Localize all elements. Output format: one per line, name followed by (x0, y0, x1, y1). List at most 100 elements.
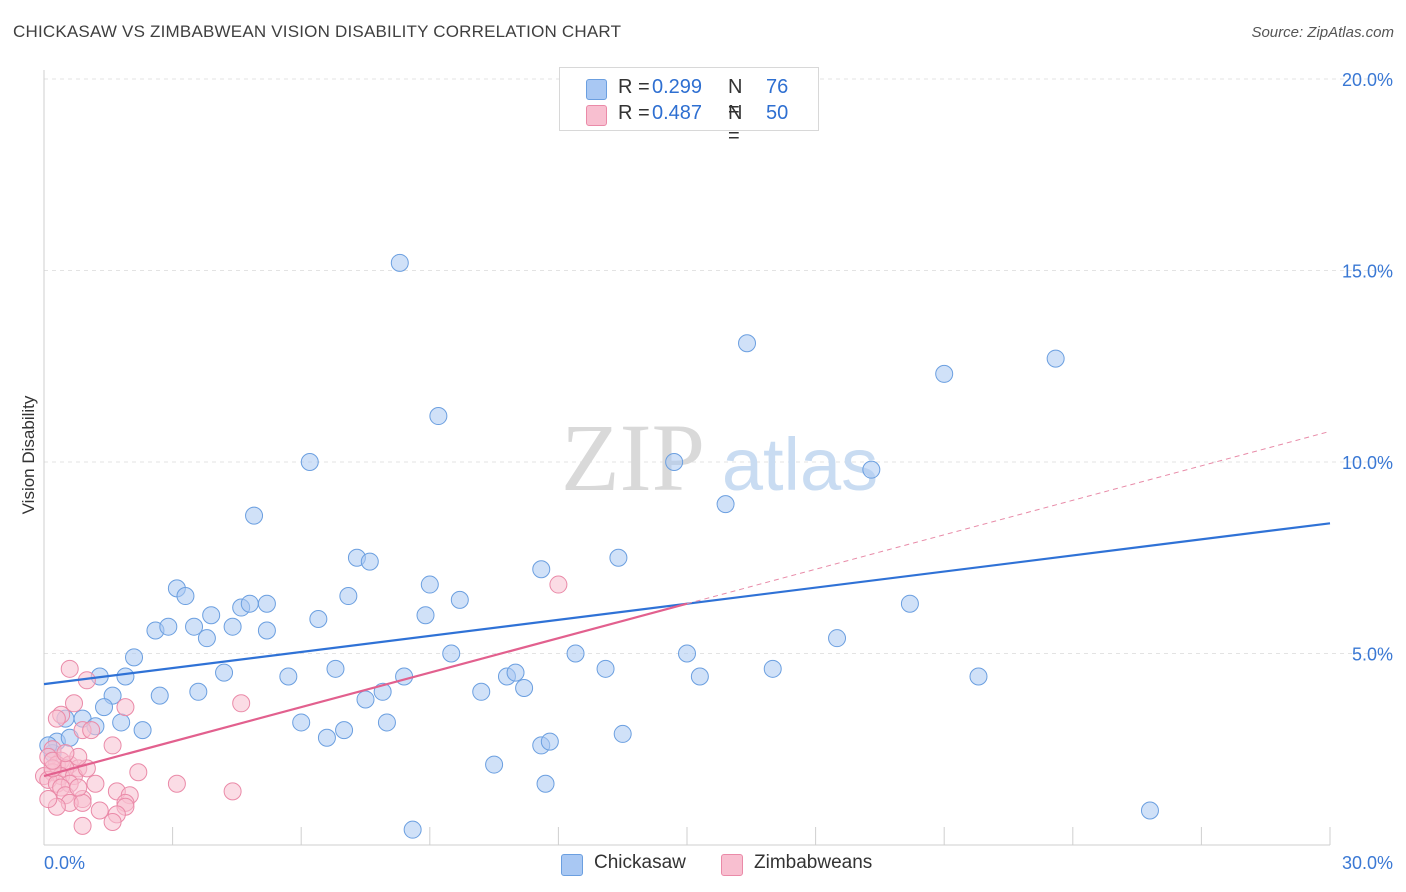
data-point-zimbabweans (65, 694, 84, 713)
data-point-chickasaw (223, 617, 242, 636)
data-point-chickasaw (1046, 349, 1065, 368)
trend-extension-zimbabweans (686, 430, 1331, 605)
legend-swatch-chickasaw (586, 79, 607, 100)
data-point-chickasaw (566, 644, 585, 663)
data-point-zimbabweans (103, 813, 122, 832)
watermark-zip: ZIP (561, 404, 705, 511)
trend-lines (43, 430, 1331, 778)
data-point-zimbabweans (39, 790, 58, 809)
data-point-chickasaw (257, 594, 276, 613)
data-point-zimbabweans (73, 793, 92, 812)
data-point-chickasaw (429, 407, 448, 426)
data-point-chickasaw (202, 606, 221, 625)
data-point-chickasaw (472, 682, 491, 701)
data-point-chickasaw (485, 755, 504, 774)
data-point-chickasaw (189, 682, 208, 701)
legend-swatch-zimbabweans (586, 105, 607, 126)
data-point-chickasaw (215, 663, 234, 682)
legend-n-value: 50 (766, 102, 789, 124)
legend-n-label: N = (728, 102, 743, 147)
data-point-chickasaw (763, 659, 782, 678)
data-point-chickasaw (969, 667, 988, 686)
data-point-chickasaw (125, 648, 144, 667)
watermark: ZIP atlas (561, 404, 878, 511)
data-point-chickasaw (738, 334, 757, 353)
data-point-chickasaw (403, 820, 422, 839)
watermark-atlas: atlas (722, 423, 878, 506)
data-point-zimbabweans (116, 698, 135, 717)
data-point-chickasaw (532, 560, 551, 579)
data-point-zimbabweans (86, 774, 105, 793)
data-point-chickasaw (309, 610, 328, 629)
y-tick-label: 20.0% (1342, 70, 1393, 90)
data-point-chickasaw (176, 587, 195, 606)
legend-r-value: 0.487 (652, 102, 703, 124)
data-point-chickasaw (900, 594, 919, 613)
data-point-chickasaw (935, 364, 954, 383)
data-point-chickasaw (159, 617, 178, 636)
data-point-chickasaw (257, 621, 276, 640)
data-point-chickasaw (377, 713, 396, 732)
data-point-chickasaw (450, 590, 469, 609)
data-point-chickasaw (678, 644, 696, 663)
data-point-chickasaw (339, 587, 358, 606)
y-tick-label: 5.0% (1352, 645, 1393, 665)
data-point-chickasaw (536, 774, 555, 793)
legend-swatch-chickasaw (561, 854, 583, 876)
tick-labels: 5.0% 10.0% 15.0% 20.0% 0.0% 30.0% (44, 70, 1393, 873)
data-point-chickasaw (356, 690, 375, 709)
legend-n-value: 76 (766, 76, 789, 98)
source-label: Source: ZipAtlas.com (1251, 24, 1394, 41)
data-point-zimbabweans (90, 801, 109, 820)
data-point-chickasaw (395, 667, 414, 686)
legend-r-label: R = (618, 102, 650, 124)
data-point-zimbabweans (60, 659, 79, 678)
data-point-chickasaw (442, 644, 461, 663)
series-chickasaw-points (39, 253, 1159, 839)
data-point-chickasaw (112, 713, 131, 732)
data-point-chickasaw (690, 667, 709, 686)
data-point-chickasaw (279, 667, 298, 686)
x-tick-label: 0.0% (44, 853, 85, 873)
data-point-chickasaw (540, 732, 559, 751)
legend-swatch-zimbabweans (721, 854, 743, 876)
chart-title: CHICKASAW VS ZIMBABWEAN VISION DISABILIT… (13, 22, 622, 41)
y-tick-label: 10.0% (1342, 453, 1393, 473)
correlation-legend: R = 0.299 N = 76 R = 0.487 N = 50 (559, 67, 819, 147)
data-point-chickasaw (515, 678, 534, 697)
data-point-chickasaw (613, 724, 632, 743)
trend-line-zimbabweans (43, 602, 688, 778)
series-legend: Chickasaw Zimbabweans (0, 851, 1406, 877)
x-tick-label: 30.0% (1342, 853, 1393, 873)
data-point-zimbabweans (549, 575, 568, 594)
legend-label-chickasaw: Chickasaw (594, 852, 686, 873)
data-point-chickasaw (116, 667, 135, 686)
legend-label-zimbabweans: Zimbabweans (754, 852, 873, 873)
data-point-zimbabweans (223, 782, 242, 801)
data-point-chickasaw (292, 713, 311, 732)
data-point-zimbabweans (103, 736, 122, 755)
data-point-chickasaw (335, 721, 354, 740)
legend-r-label: R = (618, 76, 650, 98)
data-point-zimbabweans (129, 763, 148, 782)
data-point-chickasaw (317, 728, 336, 747)
data-point-zimbabweans (73, 816, 92, 835)
data-point-chickasaw (390, 253, 409, 272)
data-point-chickasaw (185, 617, 204, 636)
data-point-chickasaw (245, 506, 264, 525)
data-point-chickasaw (240, 594, 259, 613)
data-point-zimbabweans (167, 774, 186, 793)
data-point-zimbabweans (47, 709, 66, 728)
data-point-zimbabweans (232, 694, 251, 713)
data-point-chickasaw (862, 460, 881, 479)
data-point-chickasaw (1140, 801, 1159, 820)
data-point-zimbabweans (82, 721, 101, 740)
data-point-chickasaw (506, 663, 525, 682)
data-point-chickasaw (300, 453, 319, 471)
data-point-chickasaw (716, 495, 735, 514)
data-point-zimbabweans (56, 744, 75, 763)
data-point-chickasaw (420, 575, 439, 594)
data-point-chickasaw (95, 698, 114, 717)
data-point-chickasaw (665, 453, 684, 471)
